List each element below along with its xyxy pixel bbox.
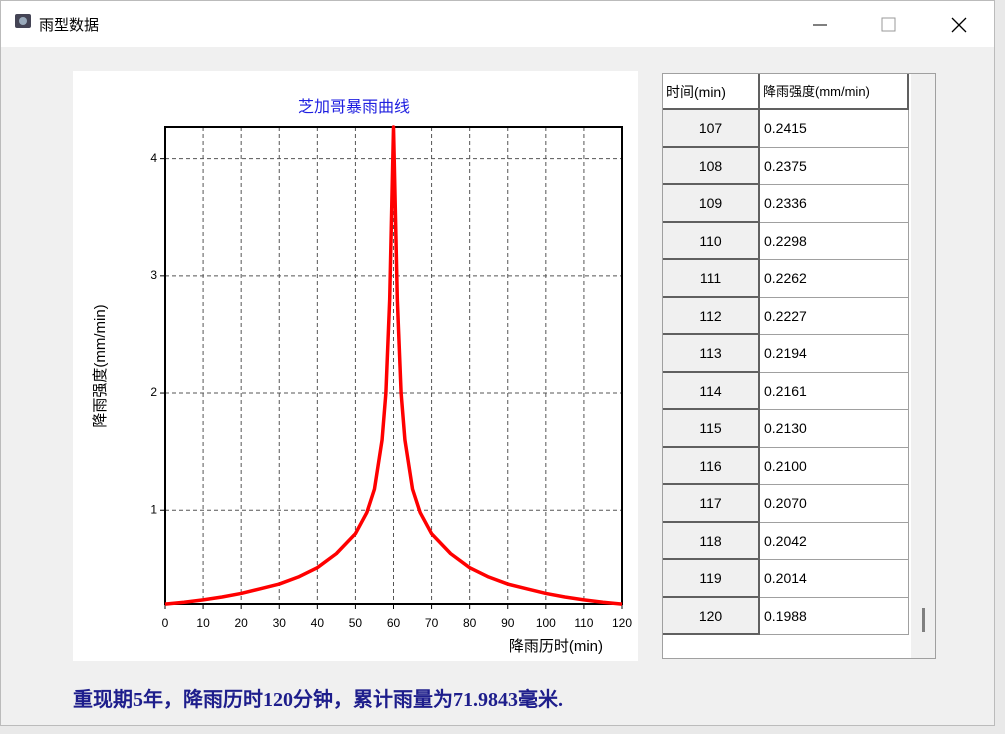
x-tick-label: 50 [349, 616, 363, 630]
table-cell[interactable]: 0.1988 [760, 597, 909, 635]
row-header[interactable]: 107 [663, 110, 760, 148]
row-header[interactable]: 119 [663, 560, 760, 598]
x-tick-label: 110 [574, 616, 593, 630]
column-header[interactable]: 降雨强度(mm/min) [760, 74, 909, 110]
x-tick-label: 70 [425, 616, 439, 630]
scrollbar[interactable] [911, 74, 935, 658]
row-header[interactable]: 114 [663, 372, 760, 410]
table-cell[interactable]: 0.2298 [760, 222, 909, 260]
x-tick-label: 100 [536, 616, 556, 630]
y-tick-label: 1 [150, 502, 157, 516]
table-cell[interactable]: 0.2375 [760, 147, 909, 185]
scroll-thumb[interactable] [922, 608, 925, 632]
x-tick-label: 60 [387, 616, 401, 630]
column-header[interactable]: 时间(min) [663, 74, 760, 110]
table-cell[interactable]: 0.2161 [760, 372, 909, 410]
table-cell[interactable]: 0.2227 [760, 297, 909, 335]
summary: 重现期5年，降雨历时120分钟，累计雨量为71.9843毫米. [73, 689, 563, 711]
x-tick-label: 30 [273, 616, 287, 630]
title-bar: 雨型数据 [1, 1, 994, 47]
table-cell[interactable]: 0.2415 [760, 110, 909, 148]
table-cell[interactable]: 0.2042 [760, 522, 909, 560]
x-tick-label: 120 [612, 616, 632, 630]
table-cell[interactable]: 0.2194 [760, 335, 909, 373]
row-header[interactable]: 116 [663, 447, 760, 485]
data-table[interactable]: 时间(min) 降雨强度(mm/min) 107 0.2415 108 0.2375 109… [662, 73, 936, 659]
table-cell[interactable]: 0.2262 [760, 260, 909, 298]
table-cell[interactable]: 0.2336 [760, 185, 909, 223]
x-tick-label: 0 [162, 616, 169, 630]
close[interactable] [951, 17, 967, 33]
window-controls[interactable] [801, 13, 981, 37]
x-tick-label: 10 [196, 616, 210, 630]
row-header[interactable]: 108 [663, 147, 760, 185]
x-tick-label: 40 [311, 616, 325, 630]
table-cell[interactable]: 0.2070 [760, 485, 909, 523]
row-header[interactable]: 110 [663, 222, 760, 260]
row-header[interactable]: 111 [663, 260, 760, 298]
rain-curve [164, 125, 623, 606]
maximize[interactable] [881, 17, 896, 32]
y-tick-label: 2 [150, 385, 157, 399]
table-cell[interactable]: 0.2014 [760, 560, 909, 598]
x-tick-label: 90 [501, 616, 515, 630]
row-header[interactable]: 118 [663, 522, 760, 560]
row-header[interactable]: 120 [663, 597, 760, 635]
row-header[interactable]: 117 [663, 485, 760, 523]
row-header[interactable]: 112 [663, 297, 760, 335]
row-header[interactable]: 113 [663, 335, 760, 373]
window: 雨型数据 芝加哥暴雨曲线 降雨历时(min) 降雨强度(mm/min) 1 2 3 4… [0, 0, 995, 726]
table-cell[interactable]: 0.2100 [760, 447, 909, 485]
y-axis-label: 降雨强度(mm/min) [92, 304, 109, 427]
x-tick-label: 20 [234, 616, 248, 630]
x-tick-label: 80 [463, 616, 477, 630]
y-tick-label: 4 [150, 151, 157, 165]
row-header[interactable]: 115 [663, 410, 760, 448]
x-axis-label: 降雨历时(min) [509, 638, 603, 655]
table-cell[interactable]: 0.2130 [760, 410, 909, 448]
window-title: 雨型数据 [39, 16, 100, 34]
y-tick-label: 3 [150, 268, 157, 282]
row-header[interactable]: 109 [663, 185, 760, 223]
app-icon [15, 14, 31, 28]
chart-title: 芝加哥暴雨曲线 [298, 98, 410, 116]
